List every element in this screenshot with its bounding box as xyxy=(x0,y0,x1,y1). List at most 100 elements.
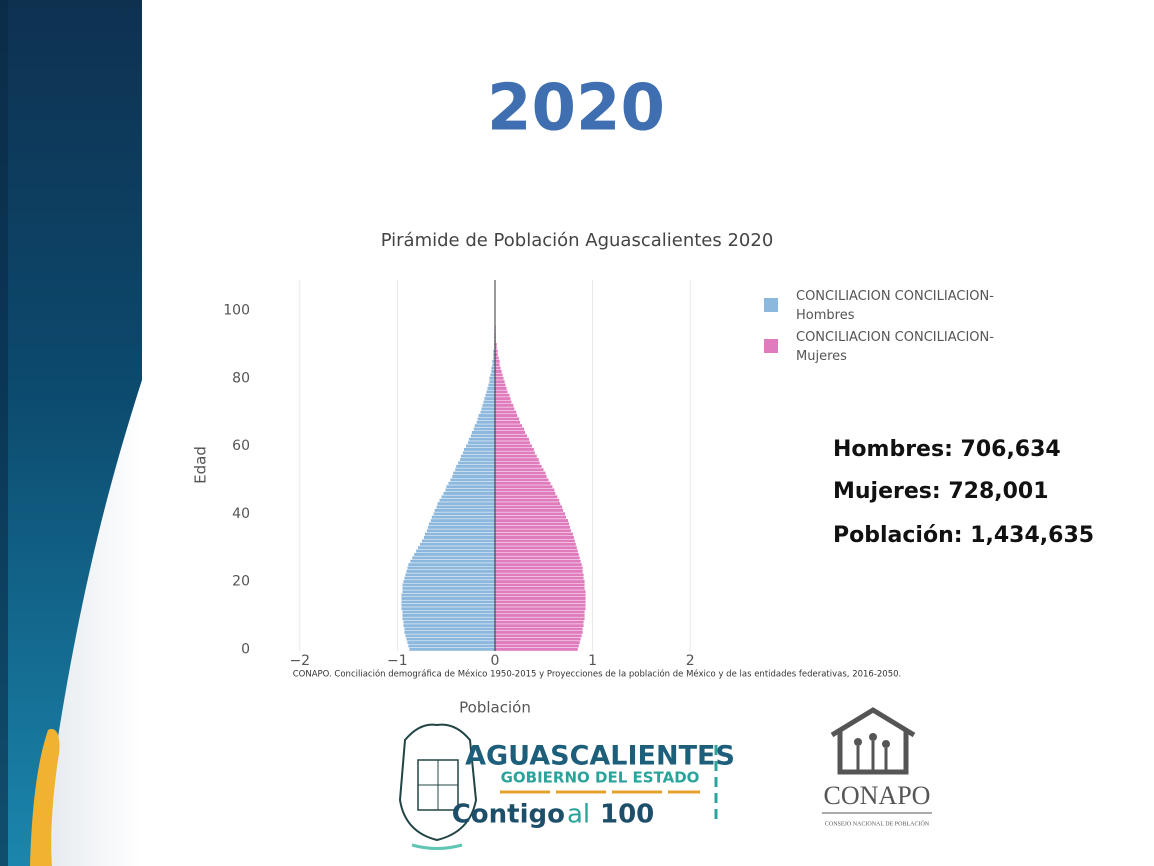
bar xyxy=(494,386,507,391)
bar xyxy=(494,549,579,553)
bar xyxy=(473,427,496,431)
bar xyxy=(431,515,496,520)
bar xyxy=(494,494,558,499)
bar xyxy=(494,389,508,394)
legend-label: CONCILIACION CONCILIACION-Mujeres xyxy=(796,330,994,364)
swoosh xyxy=(40,380,142,866)
bar xyxy=(494,379,505,384)
bar xyxy=(407,644,496,648)
bar xyxy=(494,647,579,652)
bar xyxy=(404,633,496,638)
x-axis-title: Población xyxy=(459,699,531,717)
bar xyxy=(494,498,560,503)
bar xyxy=(494,620,585,625)
chart-title: Pirámide de Población Aguascalientes 202… xyxy=(381,230,774,251)
x-tick-label: 0 xyxy=(491,653,500,669)
bar xyxy=(482,403,496,408)
bar xyxy=(488,376,496,381)
bar xyxy=(484,396,496,401)
bar xyxy=(494,359,501,364)
legend-item[interactable]: CONCILIACION CONCILIACION-Hombres xyxy=(764,287,996,325)
bar xyxy=(413,552,496,557)
x-tick-label: −2 xyxy=(289,653,310,669)
bar xyxy=(494,410,517,415)
bar xyxy=(494,491,556,496)
year-heading: 2020 xyxy=(487,72,665,146)
bar xyxy=(401,596,496,601)
bar xyxy=(401,606,496,611)
bar xyxy=(485,393,496,398)
logo-slogan: al xyxy=(567,800,590,830)
bar xyxy=(494,440,531,445)
legend: CONCILIACION CONCILIACION-Hombres CONCILI… xyxy=(764,287,996,369)
bar xyxy=(494,559,582,564)
legend-item[interactable]: CONCILIACION CONCILIACION-Mujeres xyxy=(764,328,996,366)
bar xyxy=(405,637,496,642)
bar xyxy=(462,450,496,455)
stat: Hombres: 706,634 xyxy=(833,437,1061,462)
bar xyxy=(470,433,496,438)
bar xyxy=(439,498,496,503)
bar xyxy=(441,494,496,499)
bar xyxy=(417,545,496,550)
bar xyxy=(445,488,496,492)
bar xyxy=(490,366,496,370)
logo-state-name: AGUASCALIENTES xyxy=(465,741,735,772)
bar xyxy=(423,535,496,540)
bar xyxy=(403,623,496,628)
bar xyxy=(494,603,586,608)
bar xyxy=(409,559,496,564)
bar xyxy=(474,423,496,428)
bar xyxy=(494,433,528,438)
bar xyxy=(494,616,586,621)
bar xyxy=(494,525,571,530)
bar xyxy=(406,640,496,645)
bar xyxy=(402,616,496,621)
bar xyxy=(494,583,586,587)
bar xyxy=(402,610,496,614)
bar xyxy=(494,637,582,642)
y-tick-label: 0 xyxy=(241,641,250,657)
bar xyxy=(494,610,586,614)
bar xyxy=(494,566,584,570)
bar xyxy=(402,589,496,594)
bar xyxy=(494,366,502,370)
y-tick-label: 100 xyxy=(223,302,250,318)
bar xyxy=(494,572,585,577)
bar xyxy=(494,457,540,462)
bar xyxy=(415,549,496,553)
bar xyxy=(494,542,577,547)
bar xyxy=(494,518,569,523)
bar xyxy=(494,552,580,557)
bar xyxy=(451,474,496,479)
bar xyxy=(457,461,496,465)
yellow-stripe xyxy=(30,729,60,866)
logo-slogan: Contigo xyxy=(452,800,565,830)
bar xyxy=(407,562,496,567)
bar xyxy=(467,440,496,445)
bar xyxy=(494,623,585,628)
bar xyxy=(494,413,518,418)
bar xyxy=(494,393,510,398)
bar xyxy=(494,444,533,448)
source-note: CONAPO. Conciliación demográfica de Méxi… xyxy=(293,669,901,680)
bar xyxy=(494,508,564,513)
bar xyxy=(454,467,496,472)
x-tick-label: −1 xyxy=(387,653,408,669)
bar xyxy=(459,457,496,462)
bar xyxy=(404,630,496,635)
bar xyxy=(411,555,496,560)
bar xyxy=(494,403,514,408)
y-tick-label: 60 xyxy=(232,438,250,454)
edge xyxy=(0,0,8,866)
bar xyxy=(401,593,496,597)
bar xyxy=(494,396,511,401)
bar xyxy=(402,586,496,591)
bar xyxy=(494,450,536,455)
bar xyxy=(489,372,496,377)
bar xyxy=(490,369,496,374)
bar xyxy=(406,566,496,570)
bar xyxy=(419,542,496,547)
